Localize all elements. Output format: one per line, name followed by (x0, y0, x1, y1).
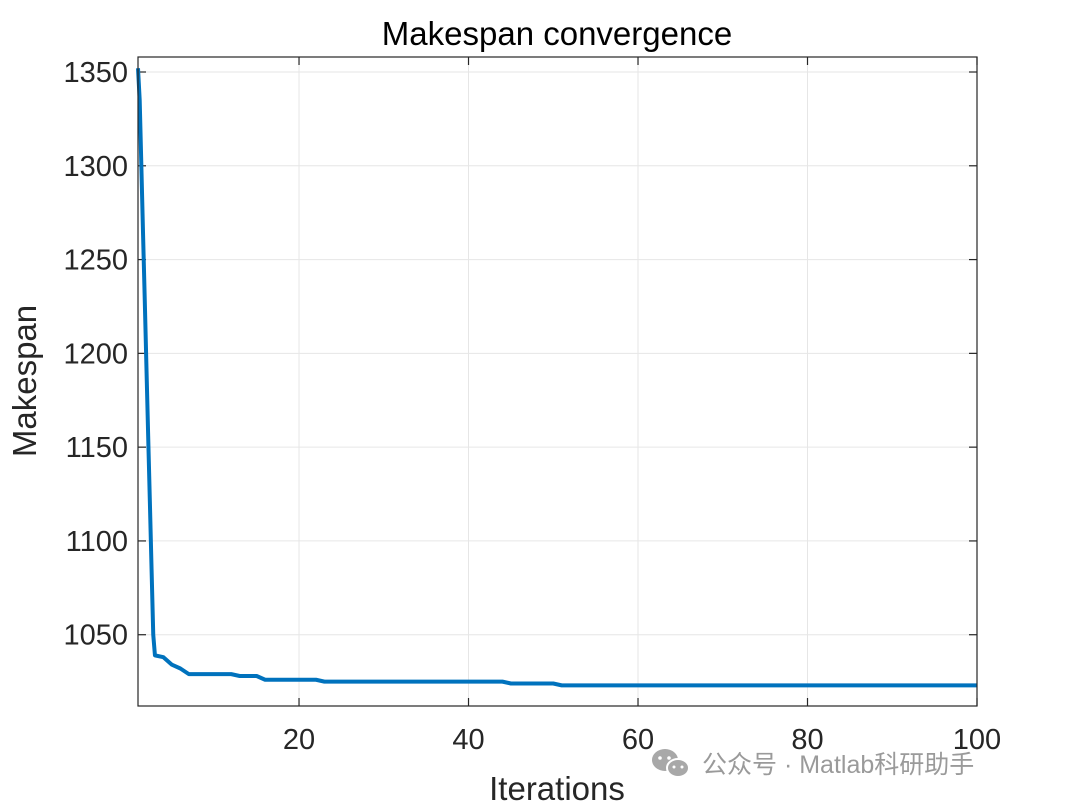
x-tick-label: 100 (953, 724, 1001, 756)
grid-lines (138, 57, 978, 706)
chart-title: Makespan convergence (382, 15, 732, 52)
watermark: 公众号 · Matlab科研助手 (652, 749, 974, 779)
y-axis-label: Makespan (6, 305, 43, 457)
x-tick-label: 40 (452, 724, 484, 756)
wechat-icon (652, 749, 690, 778)
y-tick-label: 1100 (66, 526, 128, 558)
y-tick-label: 1300 (63, 151, 128, 183)
x-tick-label: 20 (283, 724, 315, 756)
plot-area (138, 57, 977, 706)
x-tick-label: 60 (622, 724, 654, 756)
y-tick-label: 1200 (63, 338, 128, 370)
plot-box (137, 56, 978, 707)
y-tick-label: 1250 (63, 245, 128, 277)
x-tick-label: 80 (791, 724, 823, 756)
tick-labels: 20 40 60 80 100 1050 1100 1150 1200 1250 1300 1350 (63, 57, 1001, 756)
y-tick-label: 1350 (63, 57, 128, 89)
y-tick-label: 1150 (66, 432, 128, 464)
series-line (136, 68, 977, 688)
y-tick-label: 1050 (63, 620, 128, 652)
x-axis-label: Iterations (489, 770, 625, 806)
watermark-text: 公众号 · Matlab科研助手 (702, 751, 974, 779)
